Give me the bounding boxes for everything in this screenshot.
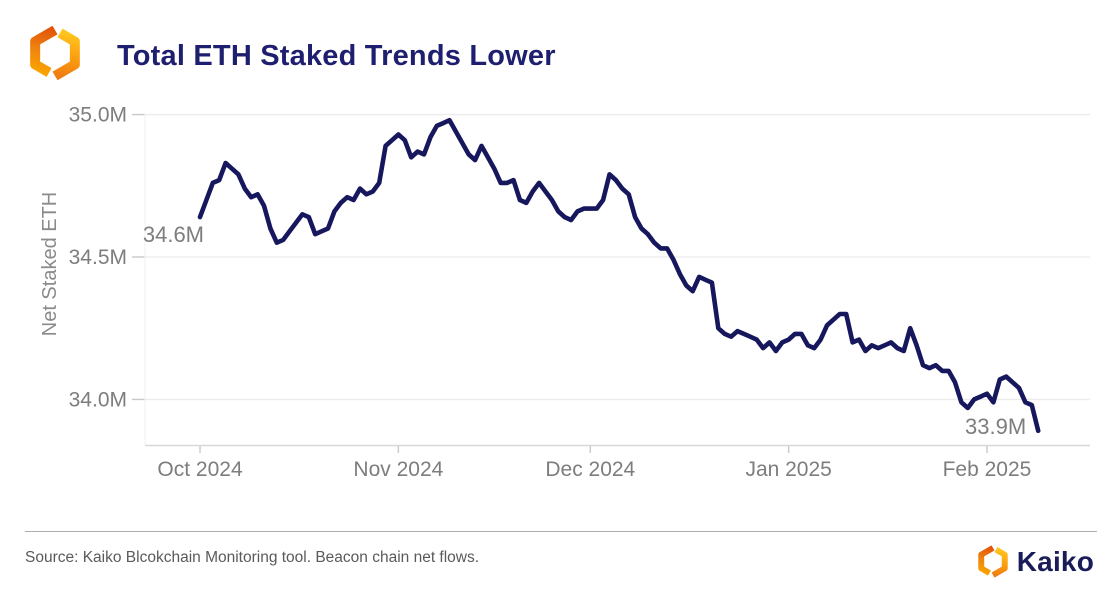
series-layer bbox=[197, 117, 1041, 434]
grid-layer bbox=[145, 113, 1090, 401]
logo-left-bracket bbox=[30, 25, 58, 77]
kaiko-logo-icon bbox=[978, 545, 1008, 578]
value-annotation: 33.9M bbox=[965, 414, 1026, 439]
annotation-layer: 34.6M 33.9M bbox=[143, 222, 1026, 439]
logo-right-bracket bbox=[52, 28, 80, 81]
y-tick-label: 35.0M bbox=[69, 104, 127, 127]
x-tick-label: Nov 2024 bbox=[353, 458, 443, 481]
footer-divider bbox=[25, 531, 1097, 532]
footer-brand: Kaiko bbox=[977, 543, 1094, 580]
value-annotation: 34.6M bbox=[143, 222, 204, 247]
chart-title: Total ETH Staked Trends Lower bbox=[117, 40, 556, 72]
x-tick-label: Feb 2025 bbox=[943, 458, 1032, 481]
net-staked-eth-line bbox=[197, 117, 1041, 434]
kaiko-logo-icon bbox=[30, 25, 80, 81]
y-axis-title: Net Staked ETH bbox=[39, 192, 61, 337]
brand-wordmark: Kaiko bbox=[1016, 545, 1094, 577]
x-tick-label: Jan 2025 bbox=[745, 458, 831, 481]
y-tick-label: 34.5M bbox=[69, 246, 127, 269]
x-tick-label: Oct 2024 bbox=[157, 458, 243, 481]
source-note: Source: Kaiko Blcokchain Monitoring tool… bbox=[25, 549, 480, 566]
axis-layer: 34.0M 34.5M 35.0M Oct 2024 Nov 2024 Dec 2024 J… bbox=[69, 104, 1090, 481]
x-tick-label: Dec 2024 bbox=[545, 458, 635, 481]
y-tick-label: 34.0M bbox=[69, 388, 127, 411]
